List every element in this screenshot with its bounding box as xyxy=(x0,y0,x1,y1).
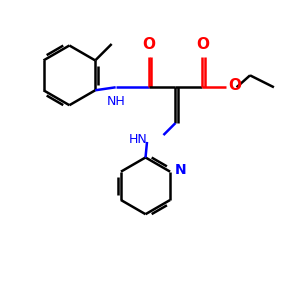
Text: O: O xyxy=(196,37,209,52)
Text: N: N xyxy=(175,163,186,177)
Text: NH: NH xyxy=(107,95,126,108)
Text: O: O xyxy=(142,37,155,52)
Text: HN: HN xyxy=(128,133,147,146)
Text: O: O xyxy=(229,78,242,93)
